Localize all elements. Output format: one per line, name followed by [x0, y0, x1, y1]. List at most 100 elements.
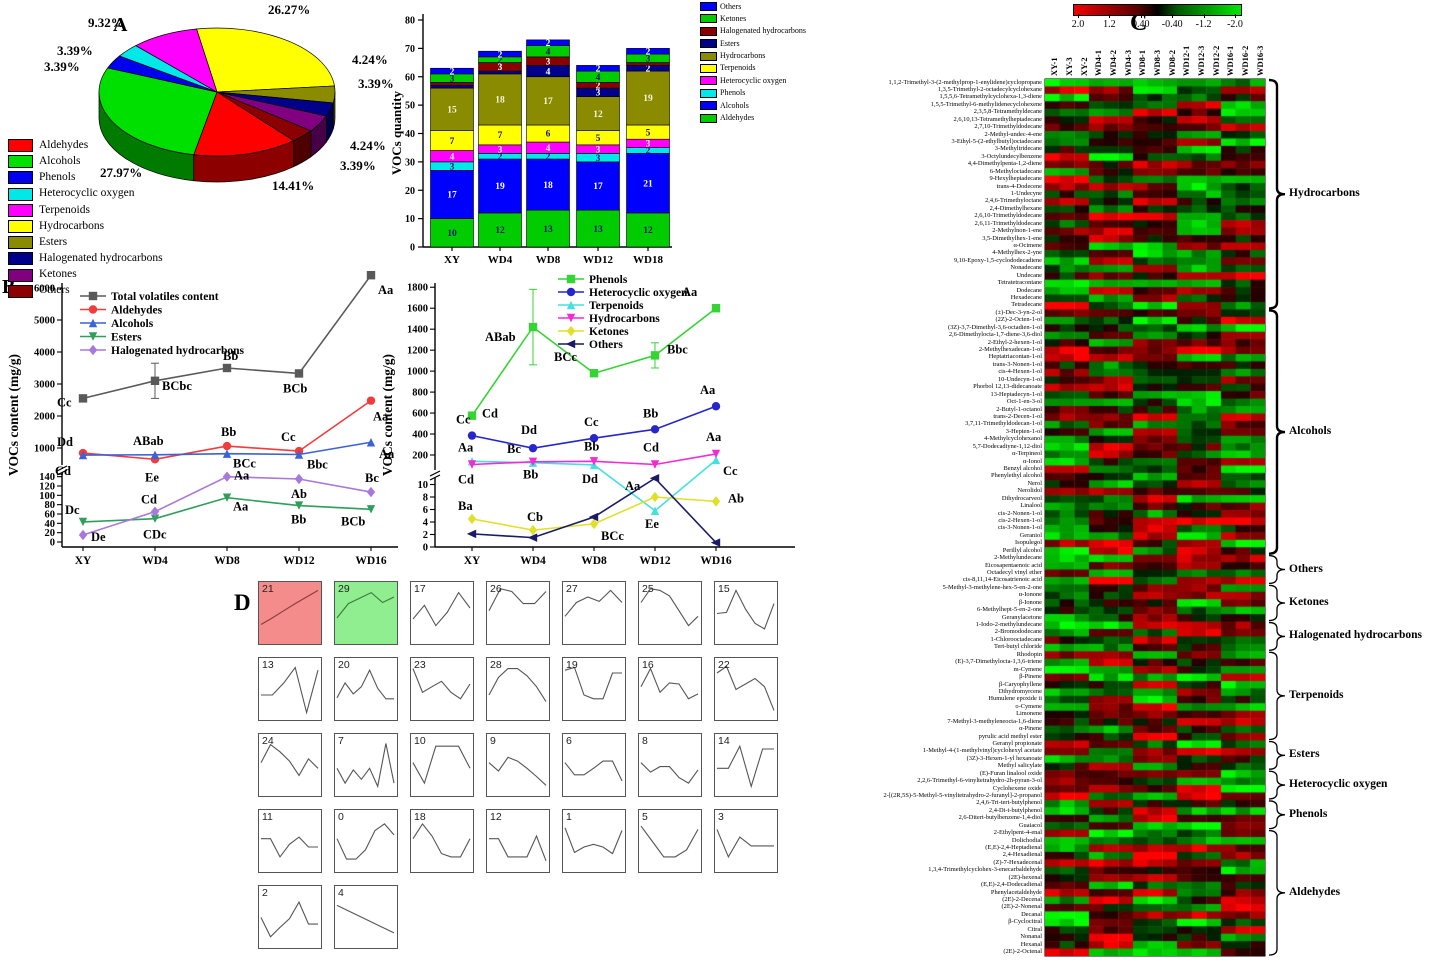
- sparkline: [488, 588, 547, 611]
- heatmap-row-label: (2Z)-2-Octen-1-ol: [995, 316, 1043, 324]
- marker-triDown: [467, 460, 477, 469]
- sparkline: [336, 823, 395, 860]
- heatmap-row-label: 2,4-Dimethylhexane: [989, 204, 1042, 212]
- significance-label: BCc: [554, 350, 577, 364]
- sparkline-path: [640, 667, 699, 700]
- pie-legend-label: Heterocyclic oxygen: [39, 187, 135, 200]
- bar-segment-value: 3: [498, 63, 503, 73]
- heatmap-row-label: 1,1,2-Trimethyl-3-(2-methylprop-1-enylid…: [888, 78, 1042, 86]
- significance-label: BCb: [341, 514, 365, 528]
- sparkline: [489, 834, 547, 861]
- marker-triDown: [589, 457, 599, 466]
- tick-label: 1600: [407, 304, 428, 315]
- marker-square: [528, 322, 538, 332]
- bar-segment-value: 5: [596, 134, 601, 144]
- bar-x-tick-label: WD4: [488, 254, 513, 266]
- heatmap-row-label: Tetratetracontane: [997, 279, 1042, 287]
- sparkline-box: 0: [334, 809, 398, 873]
- marker-diamond: [222, 471, 232, 482]
- line-legend-label: Hydrocarbons: [589, 313, 660, 325]
- heatmap-row-label: 5-Methyl-3-methylene-hex-5-en-2-one: [942, 583, 1042, 591]
- pie-legend-label: Ketones: [39, 268, 77, 281]
- line-legend-label: Ketones: [589, 326, 629, 338]
- line-y-axis-title: VOCs content (mg/g): [380, 354, 395, 476]
- line-legend-label: Esters: [111, 332, 142, 344]
- significance-label: Bb: [221, 425, 236, 439]
- sparkline: [412, 668, 471, 700]
- colorbar-tick-label: -0.40: [1161, 19, 1183, 30]
- significance-label: Bb: [523, 468, 538, 482]
- sparkline: [640, 667, 699, 700]
- heatmap-row-label: 6-Methylhept-5-en-2-one: [977, 606, 1042, 614]
- heatmap-row-label: trans-2-Decen-1-ol: [993, 412, 1042, 420]
- marker-triDown: [150, 514, 160, 523]
- others-swatch: [8, 284, 33, 298]
- heatmap-row-label: 2-Ethylpent-4-enal: [993, 829, 1042, 837]
- heatmap-row-label: Geranyl propionate: [992, 739, 1042, 747]
- line-x-tick-label: WD4: [520, 555, 546, 567]
- bar-x-tick-label: WD8: [536, 254, 561, 266]
- significance-label: Bc: [365, 471, 379, 485]
- heatmap-row-label: 5,7-Dodecadiyne-1,12-diol: [972, 442, 1042, 450]
- pie-legend-item: Phenols: [8, 171, 163, 185]
- bar-legend-label: Heterocyclic oxygen: [720, 75, 787, 85]
- pie-percent-label: 3.39%: [44, 59, 80, 74]
- heatmap-row-label: 2,6,11-Trimethyldodecane: [974, 219, 1042, 227]
- significance-label: Cc: [723, 464, 738, 478]
- marker-triDown: [566, 313, 576, 323]
- bar-segment-value: 5: [646, 128, 651, 138]
- sparkline-path: [260, 900, 318, 938]
- heatmap-column-label: WD12-1: [1181, 45, 1192, 76]
- tick-label: 40: [405, 129, 415, 140]
- tick-label: 40: [45, 519, 56, 530]
- bar-legend-label: Terpenoids: [720, 63, 756, 73]
- significance-label: Bb: [584, 439, 599, 453]
- category-bracket: [1268, 830, 1286, 956]
- significance-label: BCbc: [162, 379, 192, 393]
- significance-label: Aa: [233, 500, 249, 514]
- significance-label: Cc: [456, 413, 471, 427]
- sparkline-path: [412, 745, 471, 785]
- category-bracket: [1268, 621, 1286, 651]
- sparkline-number: 0: [338, 811, 344, 823]
- line-x-tick-label: WD16: [700, 555, 732, 567]
- marker-circle: [650, 425, 660, 434]
- line-legend-label: Aldehydes: [111, 305, 163, 317]
- aldehydes-swatch: [8, 139, 33, 152]
- colorbar-tick-label: -2.0: [1227, 19, 1243, 30]
- bar-segment: [626, 212, 670, 248]
- pie-legend-label: Halogenated hydrocarbons: [39, 252, 163, 265]
- line-legend-label: Phenols: [589, 274, 628, 286]
- marker-diamond: [650, 491, 660, 503]
- marker-diamond: [711, 496, 721, 507]
- pie-legend-label: Others: [39, 284, 70, 297]
- panel-d-label: D: [234, 590, 251, 615]
- significance-label: Cd: [55, 464, 71, 478]
- bar-legend-item: Ketones: [700, 14, 806, 24]
- tick-label: 600: [412, 409, 428, 420]
- bar-segment-value: 17: [447, 191, 457, 201]
- heatmap-row-label: 2,4,6-Trimethyloctane: [985, 197, 1042, 205]
- significance-label: Cd: [141, 493, 157, 507]
- heatmap-row-label: 2-Ethyl-2-hexen-1-ol: [987, 338, 1042, 346]
- panel-a-label: A: [113, 14, 128, 36]
- heatmap-row-label: 1-Iodo-2-methylundecane: [975, 621, 1042, 629]
- heatmap-row-label: 3-Octylundecylbenzene: [981, 152, 1042, 160]
- marker-circle: [467, 431, 477, 440]
- esters-swatch: [8, 236, 33, 250]
- sparkline-box: 15: [714, 581, 778, 645]
- bar-segment: [526, 39, 570, 46]
- heatmap-column-label: WD4-1: [1093, 50, 1104, 76]
- pie-slice: [135, 28, 218, 93]
- bar-segment-value: 6: [546, 130, 551, 140]
- bar-segment: [626, 153, 670, 214]
- heatmap-row-label: 9-Hexylheptadecane: [989, 175, 1042, 183]
- bar-segment-value: 19: [643, 94, 653, 104]
- bar-segment-value: 4: [596, 73, 601, 83]
- bar-segment-value: 18: [495, 96, 505, 106]
- pie-percent-label: 3.39%: [340, 158, 376, 173]
- significance-label: BCc: [233, 457, 256, 471]
- tick-label: 200: [412, 451, 428, 462]
- bar-segment-value: 3: [646, 140, 651, 150]
